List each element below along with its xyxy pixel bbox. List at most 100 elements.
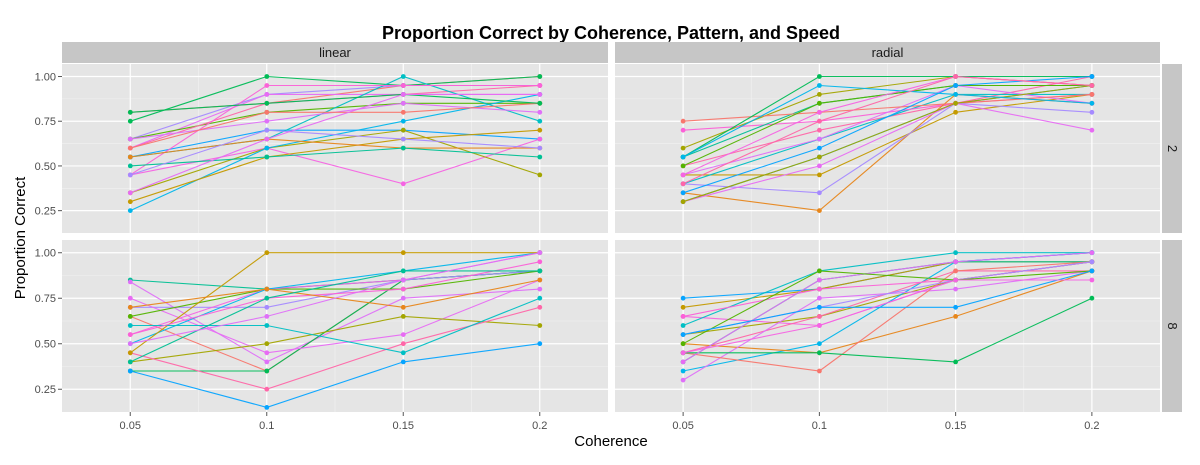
data-point <box>400 118 406 124</box>
y-tick-label: 0.75 <box>35 116 56 128</box>
data-point <box>680 323 686 328</box>
data-point <box>817 118 822 124</box>
data-point <box>127 304 133 310</box>
series-line <box>130 129 540 203</box>
data-point <box>680 190 686 196</box>
data-point <box>264 323 270 328</box>
data-point <box>400 268 406 274</box>
data-point <box>400 341 406 347</box>
series-line <box>682 75 1092 185</box>
data-point <box>537 277 543 283</box>
series-line <box>130 297 541 354</box>
series-line <box>683 270 1093 354</box>
data-point <box>817 92 822 97</box>
panel-linear-8 <box>62 240 608 412</box>
data-point <box>537 127 543 133</box>
x-axis-label: Coherence <box>574 433 647 450</box>
series-line <box>130 75 540 122</box>
data-point <box>953 83 958 88</box>
y-tick-label: 1.00 <box>35 248 56 260</box>
data-point <box>1089 83 1095 88</box>
data-point <box>537 304 543 310</box>
data-point <box>817 136 822 142</box>
data-point <box>127 118 133 124</box>
y-axis-label: Proportion Correct <box>12 176 29 299</box>
data-point <box>537 136 543 142</box>
data-point <box>127 136 133 142</box>
data-point <box>264 100 270 106</box>
data-point <box>1089 295 1095 301</box>
data-point <box>817 286 822 292</box>
data-point <box>127 323 133 328</box>
data-point <box>127 350 133 356</box>
data-point <box>264 386 270 392</box>
data-point <box>817 268 822 274</box>
data-point <box>400 136 406 142</box>
data-point <box>127 109 133 115</box>
series-line <box>682 270 1092 345</box>
data-point <box>537 118 543 124</box>
data-point <box>817 163 822 169</box>
series-line <box>130 93 540 194</box>
data-point <box>537 83 543 88</box>
data-point <box>680 359 686 365</box>
data-point <box>127 199 133 205</box>
series-line <box>130 343 540 408</box>
data-point <box>400 100 406 106</box>
data-point <box>400 350 406 356</box>
data-point <box>1089 109 1095 115</box>
data-point <box>537 323 543 328</box>
data-point <box>817 74 822 79</box>
x-tick-label: 0.2 <box>1084 420 1099 432</box>
data-point <box>817 341 822 347</box>
y-tick-label: 0.50 <box>35 339 56 351</box>
strip-row-2 <box>1162 64 1182 233</box>
data-point <box>400 109 406 115</box>
data-point <box>264 359 270 365</box>
chart-title: Proportion Correct by Coherence, Pattern… <box>382 23 840 43</box>
strip-row-8 <box>1162 240 1182 412</box>
data-point <box>817 368 822 374</box>
data-point <box>127 341 133 347</box>
y-tick-label: 1.00 <box>35 72 56 84</box>
data-point <box>817 109 822 115</box>
data-point <box>127 208 133 214</box>
data-point <box>264 350 270 356</box>
panel-radial-2 <box>615 64 1160 233</box>
x-tick-label: 0.05 <box>120 420 141 432</box>
series-line <box>130 138 540 158</box>
data-point <box>264 368 270 374</box>
data-point <box>680 377 686 383</box>
series-line <box>682 279 1092 354</box>
x-tick-label: 0.15 <box>945 420 966 432</box>
data-point <box>953 92 958 97</box>
data-point <box>127 295 133 301</box>
x-tick-label: 0.1 <box>812 420 827 432</box>
y-tick-label: 0.25 <box>35 206 56 218</box>
series-line <box>683 102 1092 194</box>
panel-linear-2 <box>62 64 608 233</box>
data-point <box>264 250 270 256</box>
series-line <box>682 252 1092 327</box>
series-line <box>682 270 1093 336</box>
data-point <box>400 295 406 301</box>
data-point <box>817 208 822 214</box>
x-tick-label: 0.05 <box>672 420 693 432</box>
data-point <box>680 332 686 337</box>
data-point <box>264 341 270 347</box>
data-point <box>127 145 133 151</box>
data-point <box>817 350 822 356</box>
data-point <box>1089 100 1095 106</box>
data-point <box>400 314 406 319</box>
series-line <box>129 252 540 354</box>
data-point <box>264 136 270 142</box>
data-point <box>680 145 686 151</box>
data-point <box>680 118 686 124</box>
data-point <box>817 323 822 328</box>
data-point <box>680 350 686 356</box>
data-point <box>537 100 543 106</box>
data-point <box>953 259 958 265</box>
y-tick-label: 0.25 <box>35 384 56 396</box>
